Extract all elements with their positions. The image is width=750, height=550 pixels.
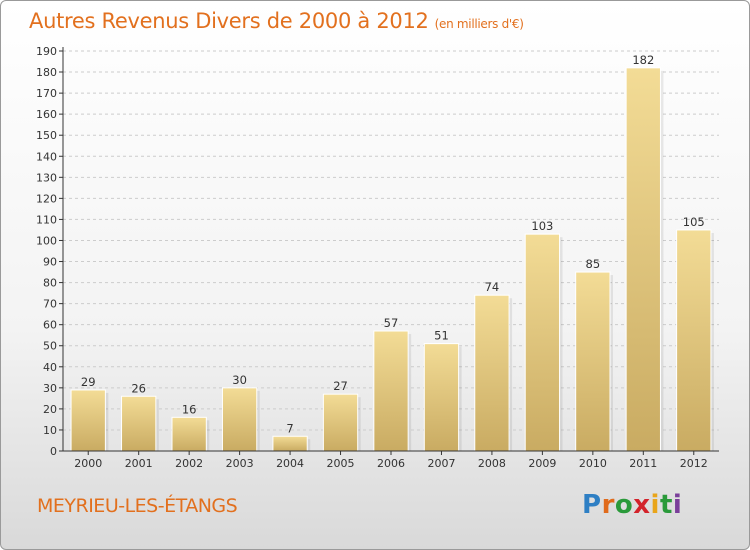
bar-value-label: 16 [182,402,197,416]
y-tick-label: 30 [43,382,57,395]
y-tick-label: 60 [43,319,57,332]
logo-letter: x [633,490,651,520]
x-tick-label: 2005 [327,457,355,470]
y-tick-label: 100 [36,234,57,247]
proxiti-logo: Proxiti [582,490,682,520]
bar [171,416,207,452]
x-tick-label: 2009 [528,457,556,470]
logo-letter: i [650,490,660,520]
logo-letter: t [659,490,673,520]
y-tick-label: 170 [36,87,57,100]
chart-unit-label: (en milliers d'€) [434,17,524,31]
bar [575,271,611,452]
y-tick-label: 50 [43,340,57,353]
y-tick-label: 20 [43,403,57,416]
x-tick-label: 2006 [377,457,405,470]
y-tick-label: 120 [36,192,57,205]
bar [625,67,661,452]
y-tick-label: 10 [43,424,57,437]
chart-title-text: Autres Revenus Divers de 2000 à 2012 [29,9,429,33]
bar [423,343,460,452]
bar-value-label: 29 [81,375,96,389]
bar [373,330,409,452]
y-tick-label: 180 [36,66,57,79]
bar-value-label: 30 [232,373,247,387]
y-tick-label: 150 [36,129,57,142]
x-tick-label: 2007 [427,457,455,470]
axes [59,47,719,455]
y-tick-label: 190 [36,45,57,58]
y-tick-label: 70 [43,298,57,311]
bar [272,435,308,452]
bars [70,67,714,452]
x-tick-label: 2001 [125,457,153,470]
logo-letter: o [614,490,634,520]
y-tick-label: 110 [36,213,57,226]
bar-value-label: 103 [531,219,553,233]
y-tick-label: 90 [43,256,57,269]
x-tick-label: 2002 [175,457,203,470]
bar-value-label: 51 [434,329,449,343]
bar [121,395,157,452]
y-tick-label: 80 [43,277,57,290]
bar [221,387,258,452]
x-tick-label: 2011 [629,457,657,470]
x-tick-label: 2010 [579,457,607,470]
y-tick-label: 160 [36,108,57,121]
x-tick-label: 2004 [276,457,304,470]
y-tick-label: 40 [43,361,57,374]
labels: 0 10 20 30 40 50 60 70 80 90 100 110 120 130 140 150 160… [36,45,708,470]
bar-value-label: 57 [384,316,399,330]
bar [70,389,106,452]
y-tick-label: 130 [36,171,57,184]
bar [322,393,359,452]
town-name: MEYRIEU-LES-ÉTANGS [37,495,238,517]
logo-letter: i [672,490,683,520]
bar-value-label: 27 [333,379,348,393]
bar-value-label: 74 [485,280,500,294]
chart-title: Autres Revenus Divers de 2000 à 2012 (en … [29,9,524,33]
y-tick-label: 140 [36,150,57,163]
logo-letter: r [601,490,615,520]
bar-value-label: 26 [131,381,146,395]
bar [676,229,712,452]
x-tick-label: 2008 [478,457,506,470]
bar [524,233,561,452]
x-tick-label: 2003 [226,457,254,470]
bar-value-label: 85 [586,257,601,271]
bar-value-label: 105 [683,215,705,229]
bar [474,294,510,452]
y-tick-label: 0 [50,445,57,458]
x-tick-label: 2012 [680,457,708,470]
bar-value-label: 182 [632,53,654,67]
logo-letter: P [582,490,602,520]
bar-value-label: 7 [286,421,293,435]
x-tick-label: 2000 [74,457,102,470]
